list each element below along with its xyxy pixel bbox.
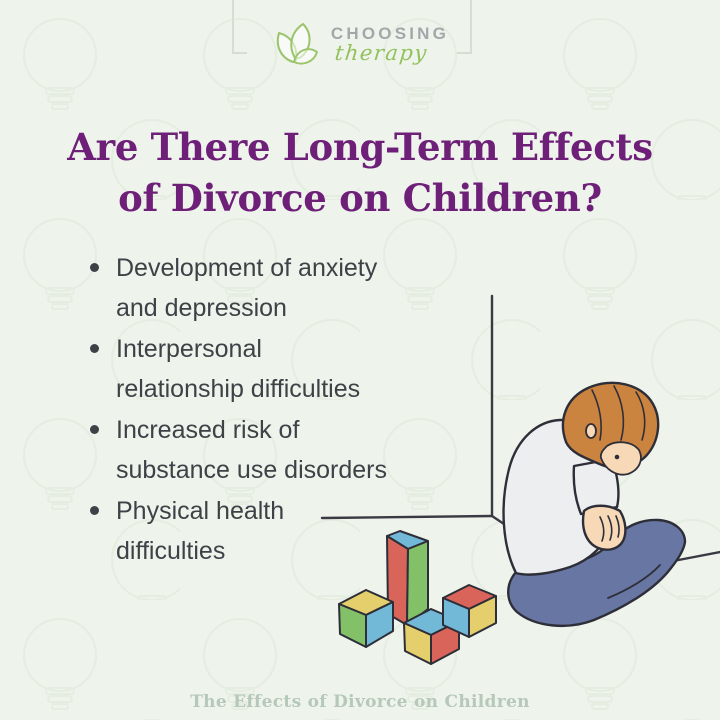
bullet-dot xyxy=(90,506,99,515)
bullet-item: Physical health difficulties xyxy=(90,491,387,571)
bullet-text: Physical health difficulties xyxy=(116,497,285,565)
frame-bracket-left xyxy=(232,0,247,54)
bullet-list: Development of anxiety and depression In… xyxy=(90,248,387,572)
bullet-item: Development of anxiety and depression xyxy=(90,248,387,328)
page-title: Are There Long-Term Effects of Divorce o… xyxy=(67,125,653,220)
bullet-dot xyxy=(90,263,99,272)
logo: CHOOSING therapy xyxy=(0,20,720,68)
lotus-icon xyxy=(276,23,318,65)
bullet-text: Increased risk of substance use disorder… xyxy=(116,416,387,484)
footer-caption: The Effects of Divorce on Children xyxy=(190,692,530,712)
frame-bracket-right xyxy=(457,0,472,54)
brand-text: CHOOSING therapy xyxy=(330,24,450,65)
bullet-text: Development of anxiety and depression xyxy=(116,254,378,322)
brand-name: CHOOSING xyxy=(330,24,450,43)
bullet-item: Interpersonal relationship difficulties xyxy=(90,329,387,409)
bullet-text: Interpersonal relationship difficulties xyxy=(116,335,361,403)
bullet-dot xyxy=(90,425,99,434)
brand-script: therapy xyxy=(333,41,429,65)
bullet-item: Increased risk of substance use disorder… xyxy=(90,410,387,490)
bullet-dot xyxy=(90,344,99,353)
